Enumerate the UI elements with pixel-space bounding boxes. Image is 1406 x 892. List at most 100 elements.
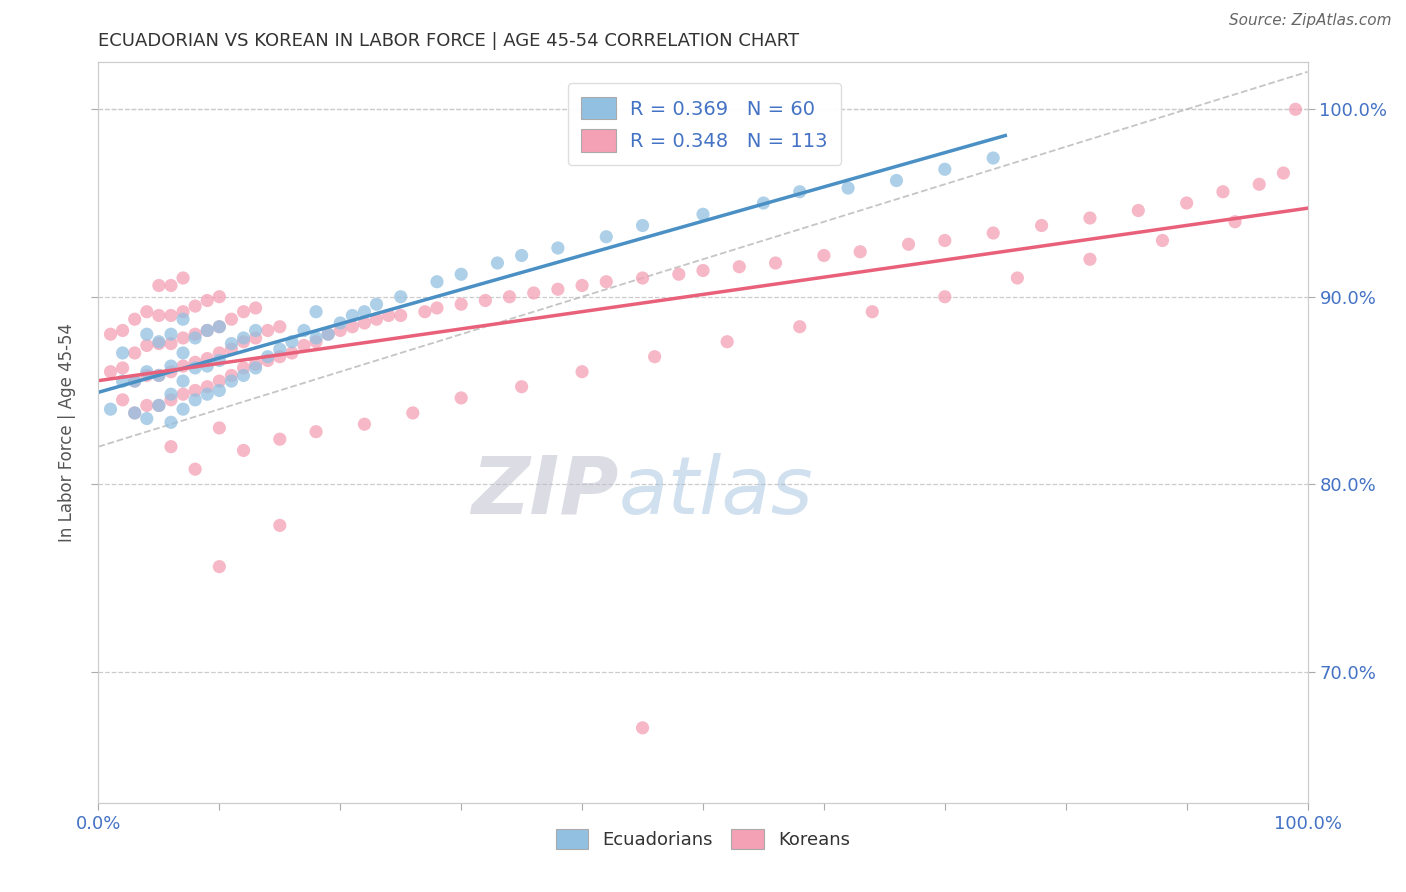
Point bbox=[148, 334, 170, 349]
Point bbox=[124, 374, 146, 388]
Point bbox=[232, 361, 254, 376]
Text: atlas: atlas bbox=[619, 453, 813, 531]
Point bbox=[1007, 271, 1029, 285]
Point bbox=[389, 309, 412, 323]
Point bbox=[160, 278, 183, 293]
Text: Source: ZipAtlas.com: Source: ZipAtlas.com bbox=[1229, 13, 1392, 29]
Point bbox=[474, 293, 496, 308]
Text: ZIP: ZIP bbox=[471, 453, 619, 531]
Point bbox=[595, 275, 617, 289]
Point bbox=[631, 721, 654, 735]
Point bbox=[124, 346, 146, 360]
Point bbox=[184, 355, 207, 369]
Point bbox=[981, 226, 1004, 240]
Point bbox=[547, 241, 569, 255]
Point bbox=[172, 304, 194, 318]
Point bbox=[1223, 215, 1246, 229]
Point bbox=[269, 342, 291, 356]
Point bbox=[111, 361, 134, 376]
Point bbox=[426, 275, 449, 289]
Point bbox=[305, 304, 328, 318]
Point bbox=[1212, 185, 1234, 199]
Point bbox=[195, 351, 218, 366]
Point bbox=[281, 346, 304, 360]
Point bbox=[523, 285, 546, 300]
Point bbox=[208, 559, 231, 574]
Point bbox=[208, 353, 231, 368]
Point bbox=[1078, 252, 1101, 267]
Point bbox=[172, 271, 194, 285]
Point bbox=[111, 374, 134, 388]
Point bbox=[172, 331, 194, 345]
Point bbox=[716, 334, 738, 349]
Point bbox=[232, 368, 254, 383]
Point bbox=[571, 365, 593, 379]
Point bbox=[269, 350, 291, 364]
Point bbox=[450, 297, 472, 311]
Point bbox=[934, 234, 956, 248]
Point bbox=[668, 267, 690, 281]
Point bbox=[184, 361, 207, 376]
Point bbox=[897, 237, 920, 252]
Point bbox=[426, 301, 449, 315]
Point bbox=[124, 374, 146, 388]
Point bbox=[413, 304, 436, 318]
Point bbox=[305, 425, 328, 439]
Point bbox=[245, 361, 267, 376]
Point bbox=[195, 387, 218, 401]
Point bbox=[329, 323, 352, 337]
Point bbox=[195, 323, 218, 337]
Point bbox=[221, 374, 243, 388]
Point bbox=[269, 518, 291, 533]
Point bbox=[510, 380, 533, 394]
Point bbox=[402, 406, 425, 420]
Point bbox=[160, 440, 183, 454]
Point bbox=[160, 309, 183, 323]
Point bbox=[184, 299, 207, 313]
Point bbox=[160, 365, 183, 379]
Point bbox=[208, 319, 231, 334]
Point bbox=[148, 368, 170, 383]
Point bbox=[184, 384, 207, 398]
Point bbox=[934, 162, 956, 177]
Point bbox=[111, 392, 134, 407]
Point bbox=[256, 353, 278, 368]
Point bbox=[160, 387, 183, 401]
Point bbox=[195, 359, 218, 373]
Point bbox=[172, 312, 194, 326]
Point bbox=[148, 368, 170, 383]
Point bbox=[1249, 178, 1271, 192]
Point bbox=[886, 173, 908, 187]
Point bbox=[366, 312, 388, 326]
Point bbox=[281, 334, 304, 349]
Point bbox=[353, 304, 375, 318]
Point bbox=[124, 406, 146, 420]
Point bbox=[221, 312, 243, 326]
Point bbox=[1175, 196, 1198, 211]
Point bbox=[256, 350, 278, 364]
Point bbox=[148, 309, 170, 323]
Point bbox=[232, 304, 254, 318]
Point bbox=[100, 365, 122, 379]
Point bbox=[316, 327, 339, 342]
Point bbox=[232, 334, 254, 349]
Point bbox=[450, 391, 472, 405]
Point bbox=[631, 219, 654, 233]
Point bbox=[486, 256, 509, 270]
Point bbox=[498, 290, 520, 304]
Point bbox=[305, 331, 328, 345]
Point bbox=[135, 365, 157, 379]
Point bbox=[135, 411, 157, 425]
Point bbox=[837, 181, 859, 195]
Point bbox=[366, 297, 388, 311]
Point bbox=[389, 290, 412, 304]
Point bbox=[377, 309, 399, 323]
Text: ECUADORIAN VS KOREAN IN LABOR FORCE | AGE 45-54 CORRELATION CHART: ECUADORIAN VS KOREAN IN LABOR FORCE | AG… bbox=[98, 32, 800, 50]
Point bbox=[342, 309, 364, 323]
Point bbox=[148, 336, 170, 351]
Point bbox=[245, 301, 267, 315]
Point bbox=[195, 323, 218, 337]
Point bbox=[148, 399, 170, 413]
Point bbox=[135, 368, 157, 383]
Point bbox=[256, 323, 278, 337]
